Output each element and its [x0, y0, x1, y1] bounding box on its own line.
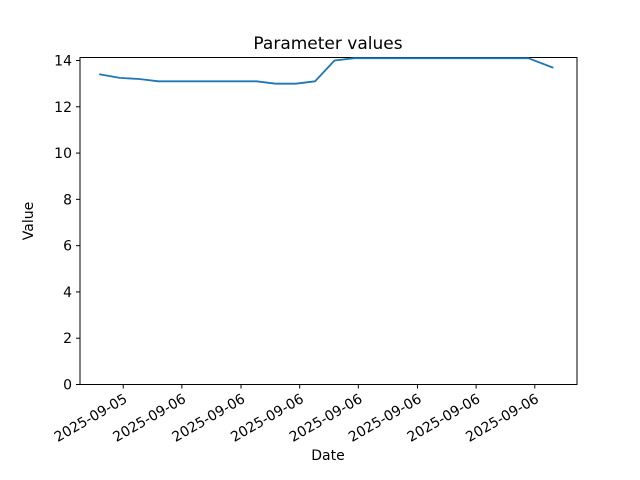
data-line	[99, 57, 554, 85]
x-axis-label: Date	[311, 448, 345, 464]
y-tick-label: 8	[63, 192, 72, 208]
chart-title: Parameter values	[253, 34, 403, 54]
axes-frame	[79, 57, 578, 385]
y-tick-label: 12	[54, 100, 72, 116]
y-tick-label: 10	[54, 146, 72, 162]
y-tick-label: 0	[63, 378, 72, 394]
y-tick-label: 4	[63, 285, 72, 301]
y-tick-label: 6	[63, 239, 72, 255]
y-tick-label: 2	[63, 331, 72, 347]
y-tick-label: 14	[54, 54, 72, 70]
